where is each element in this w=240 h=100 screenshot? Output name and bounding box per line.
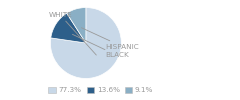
Text: WHITE: WHITE	[49, 12, 96, 55]
Wedge shape	[51, 13, 86, 43]
Legend: 77.3%, 13.6%, 9.1%: 77.3%, 13.6%, 9.1%	[46, 84, 156, 96]
Text: BLACK: BLACK	[72, 34, 129, 58]
Wedge shape	[67, 8, 86, 43]
Text: HISPANIC: HISPANIC	[81, 28, 139, 50]
Wedge shape	[50, 8, 121, 79]
